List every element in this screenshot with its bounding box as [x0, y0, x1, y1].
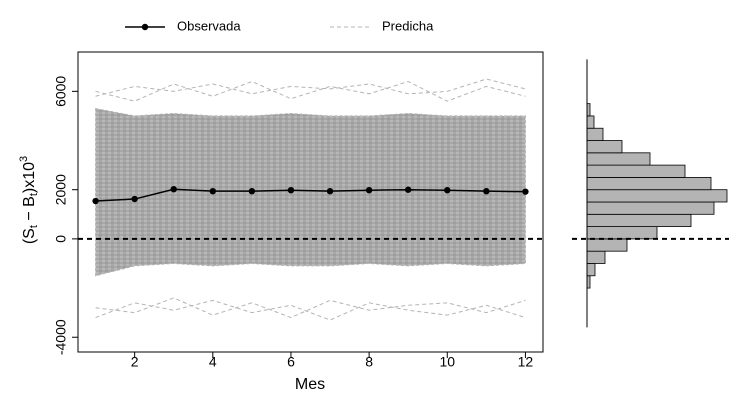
prediction-line — [95, 78, 526, 97]
x-tick-label: 8 — [365, 354, 373, 370]
histogram-bar — [586, 238, 628, 252]
x-tick-label: 10 — [439, 354, 455, 370]
x-axis-label: Mes — [295, 376, 325, 393]
y-tick-label: 2000 — [53, 174, 69, 205]
observed-point — [365, 186, 373, 194]
observed-point — [522, 188, 529, 195]
histogram-bar — [586, 152, 651, 166]
histogram-bar — [586, 115, 595, 129]
legend-marker — [141, 23, 149, 31]
observed-line — [95, 188, 526, 202]
observed-point — [287, 186, 295, 194]
y-label-part: 3 — [18, 156, 30, 162]
observed-point — [248, 187, 256, 195]
observed-point — [131, 195, 138, 203]
histogram-bar — [586, 263, 596, 277]
legend-label: Observada — [177, 18, 241, 33]
x-tick-label: 6 — [287, 354, 295, 370]
y-label-part: (S — [21, 228, 38, 244]
observed-point — [444, 186, 451, 194]
y-label-part: t — [28, 225, 40, 228]
observed-point — [326, 187, 334, 195]
histogram-bar — [586, 164, 686, 178]
prediction-band — [95, 107, 526, 277]
histogram-bar — [586, 250, 606, 264]
x-tick-label: 12 — [518, 354, 534, 370]
x-tick-label: 2 — [131, 354, 139, 370]
histogram-bar — [586, 127, 604, 141]
y-label-part: − B — [21, 196, 38, 225]
observed-point — [483, 187, 490, 195]
y-tick-label: 6000 — [53, 76, 69, 107]
y-label-part: t — [28, 193, 40, 196]
histogram-bar — [586, 226, 658, 240]
y-label-part: )x10 — [21, 162, 38, 193]
prediction-line — [95, 297, 526, 319]
y-tick-label: -4000 — [53, 319, 69, 355]
y-axis-label: (St − Bt)x103 — [18, 156, 40, 244]
observed-point — [404, 186, 412, 193]
legend-label: Predicha — [382, 18, 434, 33]
prediction-line — [95, 80, 526, 102]
prediction-line — [95, 299, 526, 321]
observed-point — [209, 187, 217, 195]
histogram-bar — [586, 189, 728, 203]
x-tick-label: 4 — [209, 354, 217, 370]
observed-point — [92, 197, 99, 205]
plot-frame — [77, 51, 544, 353]
histogram-bar — [586, 201, 715, 215]
observed-point — [170, 186, 177, 193]
y-tick-label: 0 — [53, 235, 69, 243]
histogram-bar — [586, 177, 712, 191]
histogram-bar — [586, 140, 623, 154]
histogram-bar — [586, 213, 692, 227]
